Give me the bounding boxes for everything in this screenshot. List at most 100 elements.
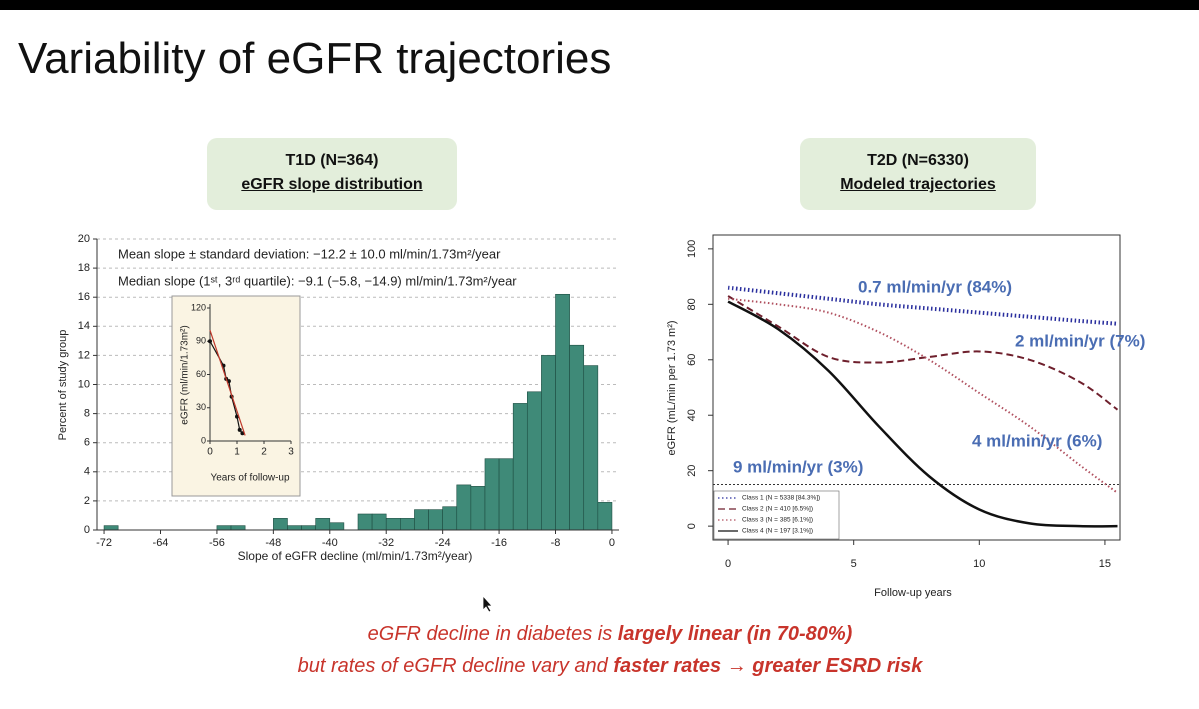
x-tick-label: 0 [207,447,213,458]
y-tick-label: 20 [686,465,698,477]
legend-label: Class 3 (N = 385 [6.1%]) [742,517,813,524]
y-axis-label: eGFR (ml/min/1.73m²) [180,325,191,424]
bar [541,355,556,531]
bar [526,391,542,531]
x-tick-label: 15 [1099,558,1111,570]
footer: eGFR decline in diabetes is largely line… [0,618,1199,682]
bar [569,344,585,531]
y-tick-label: 10 [78,378,90,390]
x-tick-label: 0 [725,558,731,570]
y-tick-label: 2 [84,495,90,507]
y-tick-label: 30 [196,402,206,412]
bar [428,509,443,531]
bar [329,522,345,531]
panel-subtitle: Modeled trajectories [840,176,996,193]
legend-label: Class 2 (N = 410 [6.5%]) [742,506,813,513]
cursor [482,594,493,613]
x-tick-label: 10 [973,558,985,570]
annotation: Median slope (1ˢᵗ, 3ʳᵈ quartile): −9.1 (… [118,273,517,288]
panel-header: T1D (N=364) eGFR slope distribution [207,138,457,210]
bar [555,293,570,531]
y-tick-label: 20 [78,233,90,245]
footer-text: but rates of eGFR decline vary and [297,655,614,677]
annotation: 2 ml/min/yr (7%) [1015,331,1145,350]
bar [273,518,288,531]
bar [103,525,119,531]
series-line [727,285,1118,326]
x-tick-label: -32 [378,537,394,549]
legend-label: Class 1 (N = 5338 [84.3%]) [742,495,820,502]
y-axis-label: Percent of study group [57,330,69,441]
series-line [727,300,1118,528]
x-tick-label: -48 [265,537,281,549]
x-tick-label: -64 [153,537,169,549]
bar [385,518,401,531]
y-tick-label: 14 [78,320,90,332]
panel-title: T1D (N=364) [285,152,379,169]
panel-title: T2D (N=6330) [867,152,969,169]
bar [287,525,302,531]
bar [371,513,387,531]
bar [216,525,232,531]
y-tick-label: 18 [78,262,90,274]
x-tick-label: -72 [96,537,112,549]
x-axis-label: Follow-up years [874,587,952,599]
y-tick-label: 0 [84,524,90,536]
x-tick-label: 1 [234,447,240,458]
x-axis-label: Slope of eGFR decline (ml/min/1.73m²/yea… [238,549,473,563]
legend-label: Class 4 (N = 197 [3.1%]) [742,528,813,535]
y-tick-label: 4 [84,466,90,478]
y-tick-label: 12 [78,349,90,361]
footer-text: largely linear (in 70-80%) [617,623,853,645]
series-line [727,295,1119,411]
bar [456,484,472,531]
y-tick-label: 8 [84,408,90,420]
y-tick-label: 80 [686,298,698,310]
x-tick-label: -16 [491,537,507,549]
x-tick-label: 2 [261,447,267,458]
y-tick-label: 100 [686,240,698,258]
plot-frame [712,234,1121,541]
bar [597,502,613,531]
bar [498,458,514,531]
y-tick-label: 90 [196,336,206,346]
y-tick-label: 120 [191,302,206,312]
annotation: 4 ml/min/yr (6%) [972,431,1102,450]
inset-point [208,339,212,344]
bar [301,525,316,531]
y-tick-label: 16 [78,291,90,303]
x-tick-label: -8 [551,537,561,549]
y-tick-label: 60 [196,369,206,379]
bar [230,525,246,531]
annotation: Mean slope ± standard deviation: −12.2 ±… [118,246,501,261]
inset-box [171,295,301,497]
y-tick-label: 60 [686,354,698,366]
inset-line [209,340,243,434]
inset-line [209,329,246,436]
bar [484,458,500,531]
x-axis-label: Years of follow-up [210,473,290,484]
bar [512,403,528,531]
y-tick-label: 0 [686,523,698,529]
x-tick-label: 5 [851,558,857,570]
panel-subtitle: eGFR slope distribution [241,176,423,193]
footer-text: faster rates → greater ESRD risk [613,655,923,677]
x-tick-label: 3 [288,447,294,458]
y-tick-label: 40 [686,409,698,421]
x-tick-label: -24 [435,537,451,549]
series-line [727,297,1119,494]
inset-point [237,427,242,432]
top-bar [0,0,1199,10]
bar [414,509,429,531]
y-axis-label: eGFR (mL/min per 1.73 m²) [666,320,678,455]
bar [442,506,458,531]
bar [315,518,331,531]
bar [583,365,599,531]
bar [357,513,373,531]
y-tick-label: 6 [84,437,90,449]
annotation: 0.7 ml/min/yr (84%) [858,277,1012,296]
x-tick-label: -40 [322,537,338,549]
x-tick-label: -56 [209,537,225,549]
